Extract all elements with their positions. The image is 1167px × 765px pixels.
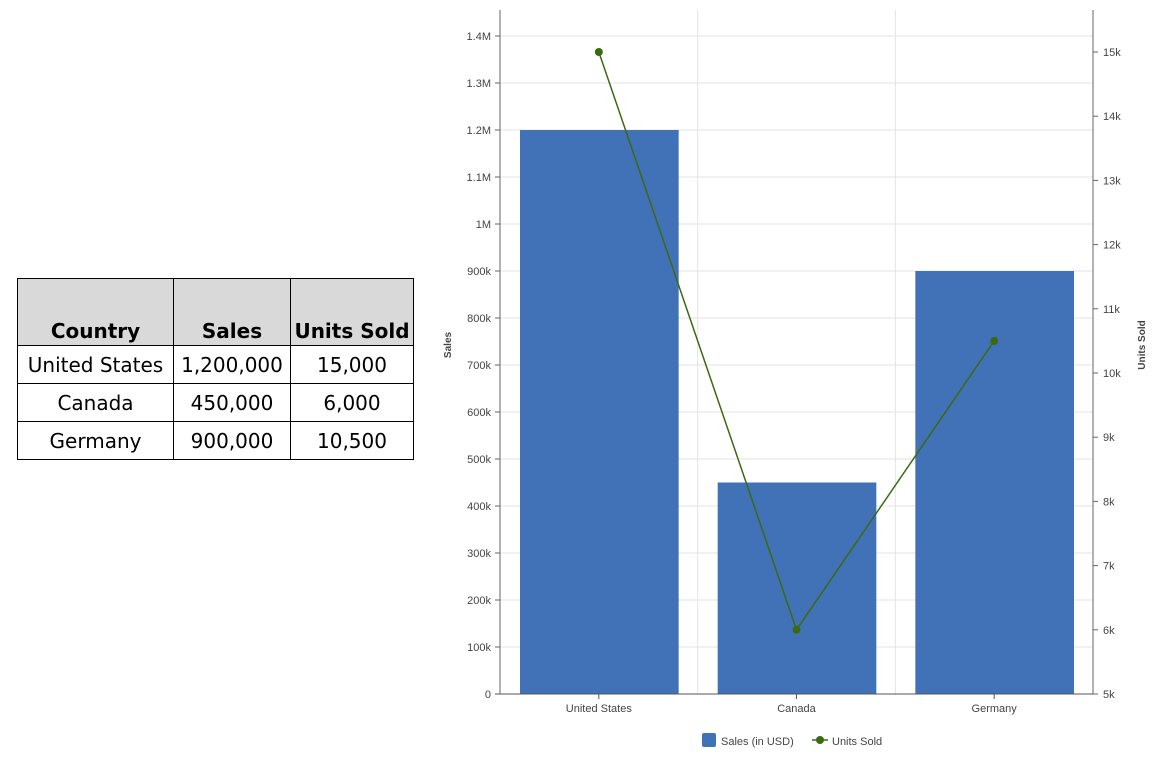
- bar-united-states: [520, 130, 679, 694]
- units-sold-point-germany: [990, 336, 999, 345]
- y2-tick-label: 10k: [1103, 368, 1121, 380]
- y2-tick-label: 7k: [1103, 561, 1115, 573]
- cell: 15,000: [290, 345, 414, 384]
- y2-axis-title: Units Sold: [1137, 320, 1148, 369]
- cell: Canada: [17, 383, 174, 422]
- cell: 900,000: [173, 421, 291, 460]
- y-tick-label: 800k: [467, 313, 491, 325]
- data-table: Country Sales Units Sold United States 1…: [17, 278, 414, 460]
- x-tick-label: Canada: [777, 703, 816, 715]
- y2-tick-label: 6k: [1103, 625, 1115, 637]
- y2-tick-label: 11k: [1103, 304, 1120, 316]
- units-sold-point-canada: [792, 625, 801, 634]
- y-tick-label: 1.2M: [467, 125, 491, 137]
- legend-units-marker: [816, 736, 824, 744]
- y2-tick-label: 8k: [1103, 496, 1115, 508]
- y-tick-label: 600k: [467, 407, 491, 419]
- x-tick-label: United States: [566, 703, 633, 715]
- y-tick-label: 0: [485, 689, 491, 701]
- y-tick-label: 300k: [467, 548, 491, 560]
- y-tick-label: 500k: [467, 454, 491, 466]
- cell: Germany: [17, 421, 174, 460]
- table-row: Germany 900,000 10,500: [17, 421, 414, 460]
- y-tick-label: 1.3M: [467, 78, 491, 90]
- legend-sales-swatch: [702, 733, 716, 747]
- cell: United States: [17, 345, 174, 384]
- y2-tick-label: 15k: [1103, 47, 1121, 59]
- header-country: Country: [17, 278, 174, 346]
- x-tick-label: Germany: [972, 703, 1018, 715]
- bar-canada: [717, 482, 877, 694]
- table-header-row: Country Sales Units Sold: [17, 278, 414, 346]
- y2-tick-label: 12k: [1103, 240, 1121, 252]
- y-tick-label: 1.4M: [467, 31, 491, 43]
- table-row: United States 1,200,000 15,000: [17, 345, 414, 384]
- y-tick-label: 200k: [467, 595, 491, 607]
- y-tick-label: 100k: [467, 642, 491, 654]
- cell: 6,000: [290, 383, 414, 422]
- y-tick-label: 700k: [467, 360, 491, 372]
- bar-germany: [915, 271, 1074, 694]
- y2-tick-label: 14k: [1103, 111, 1121, 123]
- y-tick-label: 900k: [467, 266, 491, 278]
- y-axis-title: Sales: [443, 331, 454, 358]
- table-row: Canada 450,000 6,000: [17, 383, 414, 422]
- units-sold-point-united-states: [594, 48, 603, 56]
- y2-tick-label: 13k: [1103, 175, 1121, 187]
- y-tick-label: 1M: [476, 219, 491, 231]
- legend-units-label: Units Sold: [832, 736, 882, 748]
- y2-tick-label: 9k: [1103, 432, 1115, 444]
- legend-sales-label: Sales (in USD): [721, 736, 794, 748]
- y-tick-label: 1.1M: [467, 172, 491, 184]
- y-tick-label: 400k: [467, 501, 491, 513]
- cell: 10,500: [290, 421, 414, 460]
- y2-tick-label: 5k: [1103, 689, 1115, 701]
